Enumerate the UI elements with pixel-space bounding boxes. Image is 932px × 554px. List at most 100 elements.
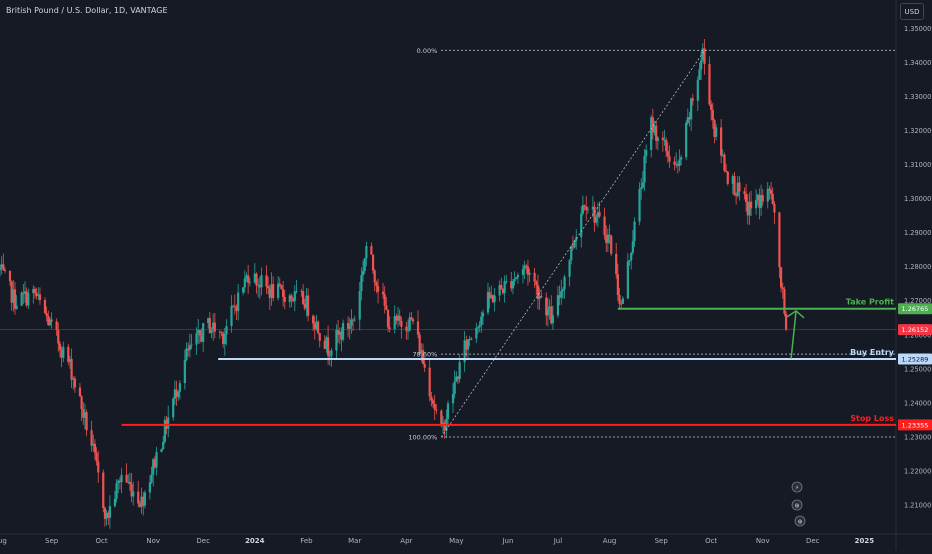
candle-body: [260, 275, 263, 288]
event-icon: [791, 481, 803, 493]
fib-level-label: 78.60%: [413, 351, 438, 359]
candle-body: [150, 474, 153, 483]
candle-body: [428, 367, 431, 397]
candle-body: [586, 209, 589, 211]
candle-body: [83, 412, 87, 418]
event-icon-glyph: ⊕: [797, 519, 802, 526]
y-tick-label: 1.25000: [904, 365, 931, 373]
candle-body: [488, 292, 491, 299]
candle-body: [8, 270, 12, 282]
candle-body: [313, 323, 316, 330]
candle-body: [3, 269, 7, 271]
candle-body: [781, 287, 784, 290]
candle-body: [243, 278, 246, 288]
candle-body: [177, 391, 180, 397]
candle-body: [48, 319, 52, 325]
y-tick-label: 1.22000: [904, 467, 931, 475]
candle-body: [37, 294, 40, 296]
candle-body: [703, 48, 706, 65]
price-badge: [898, 353, 932, 365]
candle-body: [326, 337, 330, 356]
candle-body: [335, 330, 338, 351]
candle-body: [93, 443, 97, 453]
y-tick-label: 1.33000: [904, 93, 931, 101]
candle-body: [760, 195, 763, 208]
candle-body: [696, 79, 699, 101]
x-tick-label: Apr: [400, 537, 412, 545]
y-tick-label: 1.31000: [904, 161, 931, 169]
price-badge-label: 1.25289: [902, 355, 929, 363]
candle-body: [546, 308, 550, 316]
candle-body: [591, 206, 594, 210]
y-tick-label: 1.30000: [904, 195, 931, 203]
current-price-badge-label: 1.26152: [902, 326, 929, 334]
candle-body: [476, 327, 480, 329]
candle-body: [406, 330, 410, 332]
candle-body: [268, 288, 271, 298]
candle-body: [470, 338, 473, 340]
candle-body: [533, 272, 536, 282]
candle-body: [346, 323, 350, 329]
candle-body: [118, 480, 122, 483]
candle-body: [513, 279, 516, 282]
candle-body: [515, 277, 518, 280]
candle-body: [510, 281, 513, 289]
candle-body: [70, 358, 73, 380]
candle-body: [325, 337, 328, 349]
candle-body: [778, 212, 781, 268]
candle-body: [323, 340, 326, 349]
candle-body: [137, 491, 140, 504]
candle-body: [621, 298, 624, 304]
candle-body: [173, 389, 176, 399]
candle-body: [430, 396, 433, 401]
candle-body: [784, 313, 788, 330]
x-tick-label: Dec: [196, 537, 210, 545]
candle-body: [222, 333, 225, 344]
candle-body: [631, 241, 634, 253]
candle-body: [202, 323, 205, 342]
candle-body: [475, 327, 478, 339]
candle-body: [638, 189, 641, 222]
candle-body: [596, 212, 599, 217]
x-tick-label: May: [449, 537, 463, 545]
candle-body: [185, 348, 188, 360]
candle-body: [278, 283, 281, 285]
candle-body: [538, 295, 541, 300]
candle-body: [103, 508, 107, 519]
candle-body: [455, 376, 458, 382]
y-tick-label: 1.27000: [904, 297, 931, 305]
candle-body: [213, 322, 216, 332]
currency-button[interactable]: USD: [900, 3, 924, 20]
candle-body: [220, 332, 223, 334]
candle-body: [350, 319, 353, 326]
candle-body: [55, 321, 58, 331]
candle-body: [208, 318, 211, 334]
candle-body: [651, 117, 654, 133]
candle-body: [162, 441, 165, 450]
candle-body: [451, 394, 455, 404]
candle-body: [431, 400, 435, 404]
price-badge-label: 1.26765: [902, 305, 929, 313]
candle-body: [736, 182, 739, 196]
candle-body: [282, 289, 285, 298]
candle-body: [360, 275, 363, 292]
candle-body: [653, 125, 656, 133]
level-label: Take Profit: [846, 298, 894, 307]
candle-body: [548, 306, 551, 309]
price-badge: [898, 303, 932, 315]
candle-body: [0, 264, 3, 269]
candle-body: [656, 137, 659, 141]
candle-body: [715, 127, 718, 137]
candle-body: [272, 284, 275, 299]
candle-body: [605, 235, 608, 243]
candle-body: [247, 275, 250, 283]
y-tick-label: 1.34000: [904, 59, 931, 67]
x-tick-label: Jun: [501, 537, 513, 545]
candle-body: [673, 161, 676, 165]
candle-body: [758, 194, 761, 208]
candle-body: [661, 137, 664, 140]
candle-body: [371, 254, 375, 271]
candle-body: [45, 312, 48, 317]
